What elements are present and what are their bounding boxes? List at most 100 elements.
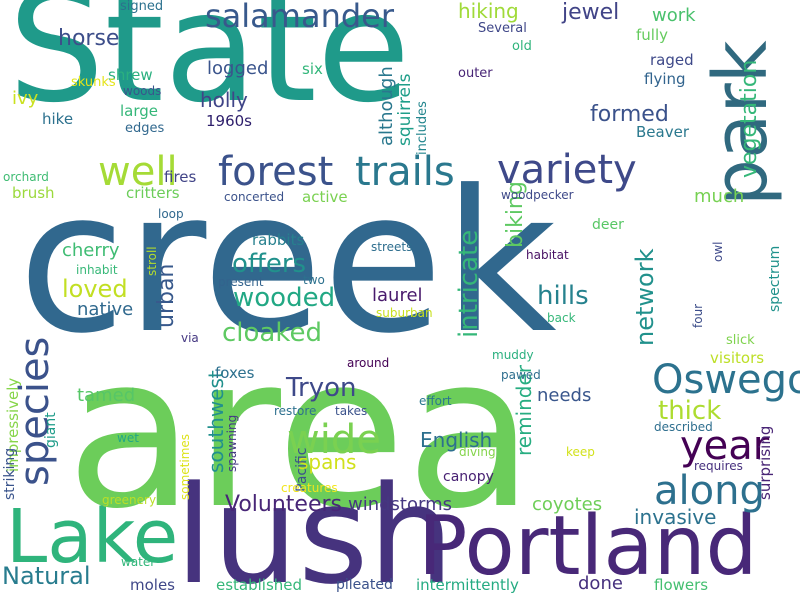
word: variety (497, 147, 637, 193)
word: spans (298, 450, 357, 474)
word: Tryon (286, 373, 357, 403)
word: active (302, 188, 348, 206)
word: ivy (12, 88, 39, 109)
word: six (302, 60, 323, 78)
word: takes (335, 404, 368, 418)
word: large (120, 102, 159, 120)
word: raged (650, 51, 694, 69)
word: vegetation (737, 59, 762, 178)
word: stroll (145, 246, 159, 276)
word: described (654, 420, 713, 434)
word: network (631, 248, 659, 346)
word: skunks (71, 75, 116, 90)
word: owl (711, 241, 725, 263)
word: 1960s (206, 112, 252, 130)
word: squirrels (395, 73, 415, 147)
word: around (347, 356, 390, 370)
word: critters (126, 184, 180, 202)
word: via (181, 331, 199, 345)
word: jewel (562, 0, 620, 25)
word: loved (62, 275, 128, 303)
word: Volunteers (225, 492, 343, 517)
word: trails (355, 149, 455, 195)
word: needs (537, 385, 592, 406)
word: holly (200, 88, 248, 112)
word: offers (232, 249, 307, 279)
word: invasive (634, 505, 717, 529)
word: four (691, 303, 705, 328)
word: much (694, 186, 745, 207)
word: forest (218, 149, 334, 195)
word: moles (130, 576, 175, 594)
word: pawed (501, 368, 541, 382)
word: woods (123, 84, 162, 98)
word: Natural (2, 562, 91, 590)
word: concerted (224, 190, 285, 204)
word: native (77, 299, 134, 320)
word: canopy (443, 469, 494, 485)
word: Oswego (652, 357, 800, 403)
word: done (578, 573, 623, 594)
word: southwest (204, 370, 228, 473)
word: urban (154, 263, 179, 328)
word: formed (590, 102, 669, 127)
word: back (547, 311, 576, 325)
word: along (654, 468, 765, 514)
word: signed (120, 0, 164, 14)
word: State (8, 0, 411, 136)
word: tamed (77, 385, 136, 406)
word: hills (537, 281, 589, 311)
word: year (680, 423, 770, 469)
word: habitat (526, 248, 569, 262)
word: spawning (225, 414, 239, 472)
word: keep (566, 445, 595, 459)
word: wooded (233, 283, 336, 313)
word: thick (658, 396, 722, 426)
word: spectrum (767, 245, 783, 312)
word: Beaver (636, 123, 689, 141)
word: fires (164, 168, 197, 186)
word: inhabit (76, 263, 118, 277)
word: visitors (710, 349, 765, 367)
word: brush (12, 184, 55, 202)
word: salamander (205, 0, 394, 35)
word: work (652, 5, 696, 26)
word: lush (175, 457, 454, 600)
word: fully (636, 26, 668, 44)
word: creek (18, 149, 557, 377)
word: two (303, 273, 325, 287)
word: hiking (458, 0, 519, 23)
word: striking (2, 447, 18, 500)
word: wet (117, 431, 139, 445)
word: sometimes (178, 433, 192, 500)
word: Several (478, 21, 527, 36)
word: intermittently (416, 576, 519, 594)
word: surprising (756, 425, 774, 500)
word: coyotes (532, 494, 603, 515)
word: outer (458, 66, 493, 81)
word: giant (43, 412, 59, 448)
word: windstorms (348, 494, 453, 515)
word: flying (644, 70, 686, 88)
word: hike (42, 110, 74, 128)
word: English (420, 428, 493, 452)
word: muddy (492, 348, 534, 362)
word: horse (58, 26, 120, 51)
word: water (121, 555, 156, 569)
word: effort (419, 394, 452, 408)
word: streets (371, 240, 413, 254)
word: well (98, 149, 178, 195)
word: established (216, 576, 303, 594)
word: cloaked (222, 318, 322, 348)
word: orchard (3, 170, 49, 184)
word: wide (287, 417, 381, 463)
word: loop (158, 207, 184, 221)
word: intricate (454, 229, 484, 338)
word: suburban (376, 306, 433, 320)
word: deer (592, 217, 624, 233)
word: includes (415, 101, 430, 155)
word: Portland (418, 499, 758, 594)
word: logged (207, 58, 269, 79)
word: diving (459, 445, 496, 459)
